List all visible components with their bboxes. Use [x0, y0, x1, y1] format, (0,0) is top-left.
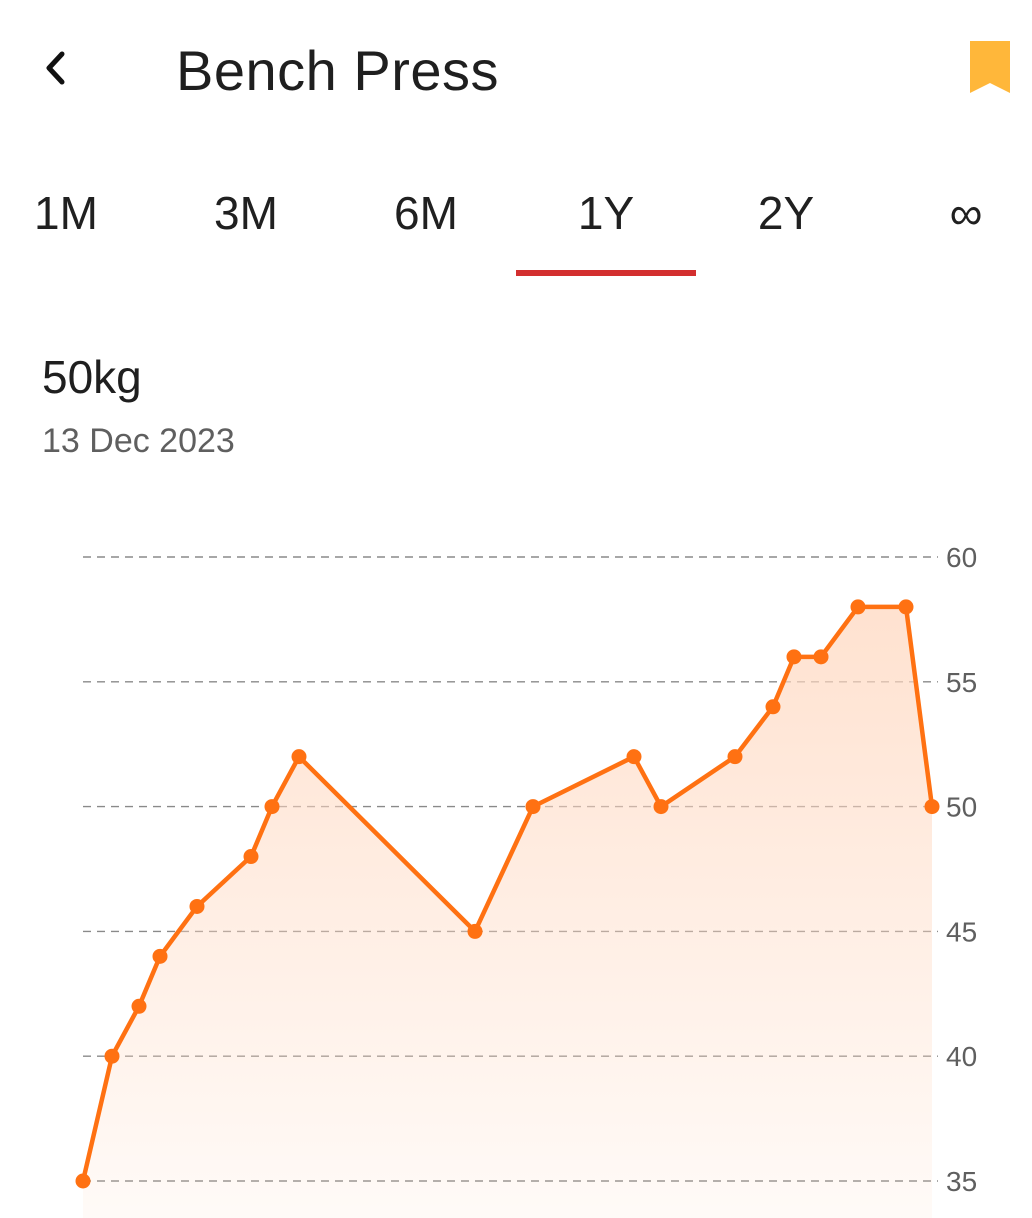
app-header: Bench Press [0, 0, 1032, 150]
y-tick-label: 50 [946, 792, 977, 823]
data-point[interactable] [467, 923, 483, 939]
tab-all-time[interactable]: ∞ [876, 180, 1032, 276]
chart-svg: 60 55 50 45 40 35 [75, 542, 977, 1218]
data-point[interactable] [104, 1048, 120, 1064]
y-tick-label: 40 [946, 1041, 977, 1072]
bookmark-icon [970, 41, 1010, 93]
data-point[interactable] [727, 749, 743, 765]
data-point[interactable] [264, 799, 280, 815]
bookmark-button[interactable] [960, 36, 1020, 100]
y-tick-label: 55 [946, 667, 977, 698]
tab-label: 6M [394, 187, 458, 239]
page-title: Bench Press [176, 39, 499, 102]
progress-chart[interactable]: 60 55 50 45 40 35 [0, 520, 1032, 1218]
data-point[interactable] [898, 599, 914, 615]
back-button[interactable] [28, 40, 84, 96]
selected-value: 50kg [42, 351, 142, 403]
active-tab-indicator [516, 270, 696, 276]
data-point[interactable] [626, 749, 642, 765]
data-point[interactable] [525, 799, 541, 815]
data-point[interactable] [786, 649, 802, 665]
data-point[interactable] [813, 649, 829, 665]
tab-6m[interactable]: 6M [336, 180, 516, 276]
y-tick-label: 35 [946, 1166, 977, 1197]
data-point[interactable] [291, 749, 307, 765]
tab-label: 1Y [577, 187, 635, 239]
tab-label: 2Y [757, 187, 815, 239]
data-point[interactable] [189, 898, 205, 914]
tab-label: 3M [214, 187, 278, 239]
tab-3m[interactable]: 3M [156, 180, 336, 276]
data-point[interactable] [653, 799, 669, 815]
data-point[interactable] [243, 849, 259, 865]
selected-date: 13 Dec 2023 [42, 422, 235, 460]
data-point[interactable] [765, 699, 781, 715]
data-point[interactable] [75, 1173, 91, 1189]
y-tick-label: 60 [946, 542, 977, 573]
data-point[interactable] [850, 599, 866, 615]
y-tick-label: 45 [946, 916, 977, 947]
tab-1y[interactable]: 1Y [516, 180, 696, 276]
tab-label: 1M [34, 187, 98, 239]
time-range-tabs: 1M 3M 6M 1Y 2Y ∞ [0, 160, 1032, 280]
chevron-left-icon [46, 51, 65, 85]
data-point[interactable] [131, 998, 147, 1014]
data-point[interactable] [152, 948, 168, 964]
tab-2y[interactable]: 2Y [696, 180, 876, 276]
tab-1m[interactable]: 1M [0, 180, 156, 276]
area-fill [83, 606, 932, 1218]
tab-label: ∞ [949, 187, 983, 239]
data-point[interactable] [924, 799, 940, 815]
